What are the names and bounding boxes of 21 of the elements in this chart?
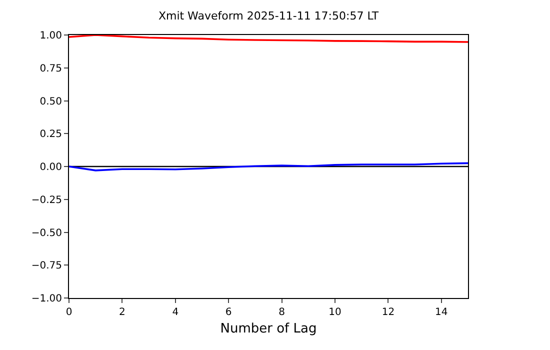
line-series [69, 162, 468, 172]
x-tick-label: 14 [435, 307, 448, 318]
line-series [69, 35, 468, 43]
y-tick-label: 0.00 [40, 162, 62, 173]
chart-title: Xmit Waveform 2025-11-11 17:50:57 LT [158, 10, 379, 23]
x-tick-label: 6 [225, 307, 232, 318]
y-tick-label: −0.50 [31, 228, 62, 239]
x-tick-label: 12 [382, 307, 395, 318]
x-tick-label: 8 [278, 307, 285, 318]
y-tick-label: −0.75 [31, 260, 62, 272]
x-tick-label: 4 [172, 307, 179, 318]
x-axis-title: Number of Lag [220, 322, 317, 337]
y-tick-label: −1.00 [31, 294, 62, 304]
x-tick-label: 0 [66, 307, 72, 318]
x-tick-label: 2 [119, 307, 126, 318]
y-tick-label: −0.25 [31, 194, 62, 206]
y-tick-label: 1.00 [40, 30, 62, 42]
y-tick-label: 0.25 [40, 129, 62, 140]
y-tick-label: 0.50 [40, 96, 62, 108]
x-tick-label: 10 [328, 307, 342, 318]
y-tick-label: 0.75 [40, 63, 62, 74]
